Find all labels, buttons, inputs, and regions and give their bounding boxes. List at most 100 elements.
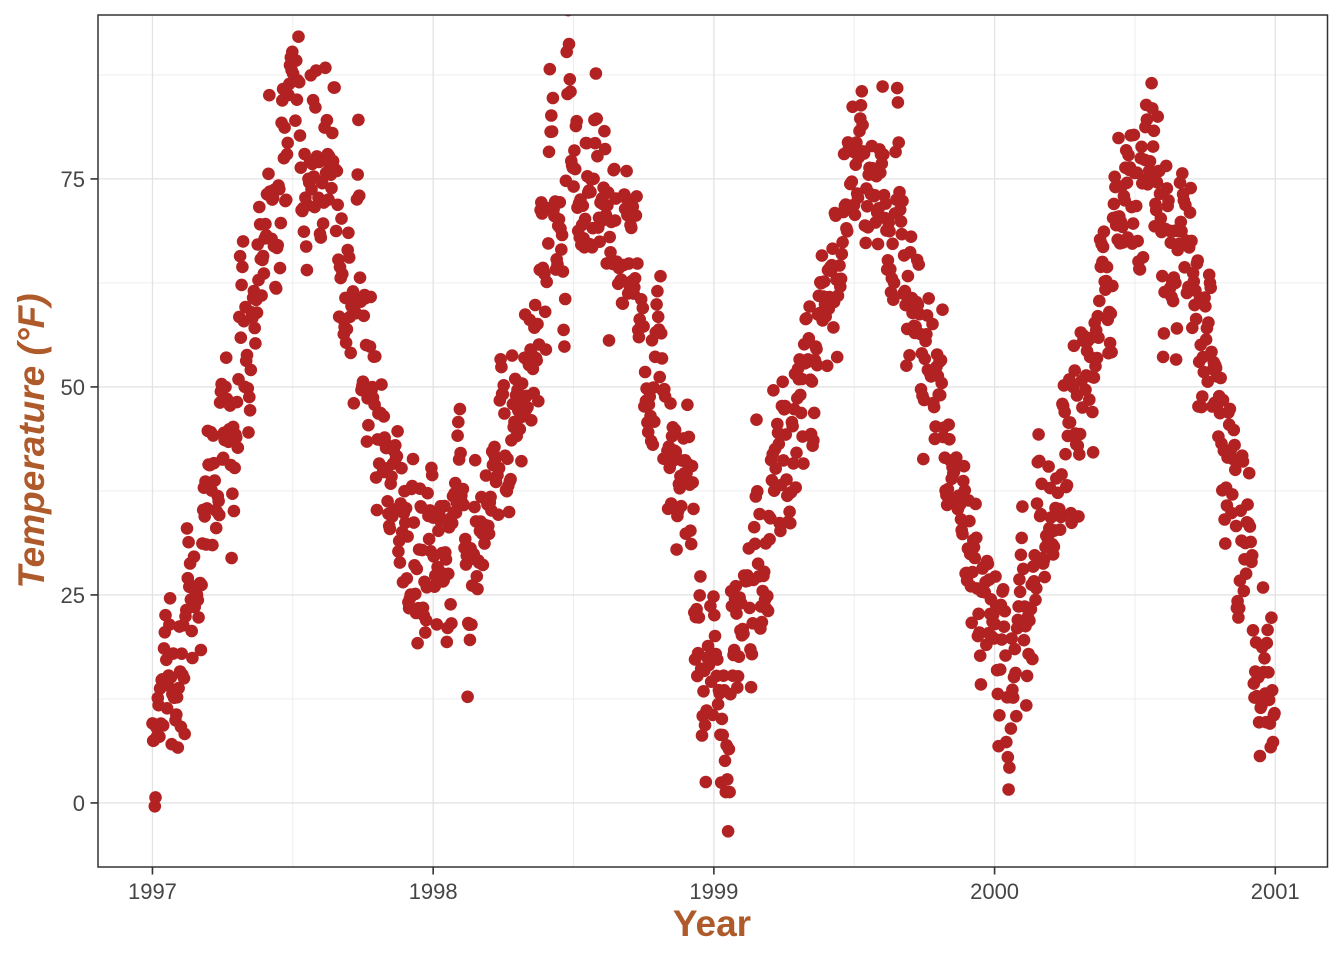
point [1058, 405, 1071, 419]
point [1262, 693, 1276, 707]
point [479, 469, 493, 482]
point [598, 124, 611, 138]
point [810, 342, 823, 356]
point [950, 451, 963, 464]
point [187, 550, 201, 563]
x-tick-label: 2001 [1251, 879, 1300, 904]
point [1147, 124, 1161, 138]
point [300, 263, 314, 277]
point [630, 190, 643, 203]
point [1112, 131, 1125, 145]
point [525, 414, 538, 427]
point [1092, 331, 1105, 345]
point [294, 161, 308, 174]
point [1256, 581, 1270, 594]
point [1016, 500, 1029, 513]
point [369, 350, 382, 363]
point [370, 503, 384, 517]
point [744, 680, 758, 694]
point [920, 328, 933, 341]
point [654, 327, 668, 340]
point [693, 589, 706, 602]
point [877, 148, 890, 161]
point [278, 121, 291, 134]
point [943, 433, 956, 446]
point [1120, 176, 1134, 190]
point [213, 508, 226, 522]
point [1245, 549, 1259, 562]
point [482, 527, 496, 541]
point [1170, 322, 1184, 335]
point [587, 172, 600, 186]
point [383, 522, 397, 536]
point [998, 604, 1012, 618]
point [883, 224, 896, 238]
point [542, 145, 556, 159]
point [820, 359, 834, 373]
point [231, 441, 245, 455]
point [242, 426, 255, 439]
point [281, 136, 295, 150]
point [1239, 567, 1253, 580]
point [638, 365, 652, 379]
point [463, 633, 477, 647]
point [1026, 652, 1039, 666]
point [694, 570, 707, 583]
point [651, 284, 664, 298]
point [390, 449, 404, 463]
point [326, 126, 339, 140]
point [826, 242, 839, 255]
point [1265, 611, 1278, 624]
point [1013, 585, 1027, 599]
point [454, 446, 467, 460]
point [389, 439, 402, 452]
point [513, 422, 527, 436]
point [564, 85, 577, 98]
point [288, 0, 301, 9]
point [353, 271, 367, 285]
point [1140, 113, 1154, 126]
point [325, 181, 338, 195]
point [280, 148, 294, 161]
point [567, 180, 580, 193]
point [1034, 507, 1048, 521]
point [717, 669, 730, 682]
y-axis-tick-marks [90, 178, 98, 804]
point [1008, 642, 1022, 656]
point [601, 199, 614, 212]
point [731, 681, 744, 694]
point [972, 607, 985, 621]
point [718, 754, 732, 768]
point [711, 697, 725, 711]
point [393, 556, 407, 569]
point [836, 236, 849, 249]
point [1241, 498, 1254, 511]
point [212, 494, 225, 508]
point [555, 228, 569, 242]
point [1093, 294, 1106, 308]
point [568, 144, 581, 157]
x-tick-label: 1999 [689, 879, 738, 904]
point [636, 301, 650, 315]
point [497, 379, 511, 392]
point [786, 419, 799, 433]
point [1100, 260, 1114, 274]
point [942, 418, 955, 432]
point [1214, 371, 1227, 385]
point [967, 541, 981, 554]
point [1232, 602, 1246, 615]
point [452, 415, 465, 429]
point [430, 618, 444, 631]
point [347, 397, 361, 410]
point [957, 459, 971, 473]
point [1090, 351, 1104, 365]
point [240, 348, 254, 362]
point [425, 468, 439, 482]
point [859, 236, 872, 250]
point [1003, 761, 1016, 774]
y-axis-tick-labels: 0 25 50 75 [61, 167, 85, 816]
point [745, 647, 759, 661]
point [632, 330, 646, 344]
point [1162, 194, 1175, 207]
point [900, 359, 913, 373]
